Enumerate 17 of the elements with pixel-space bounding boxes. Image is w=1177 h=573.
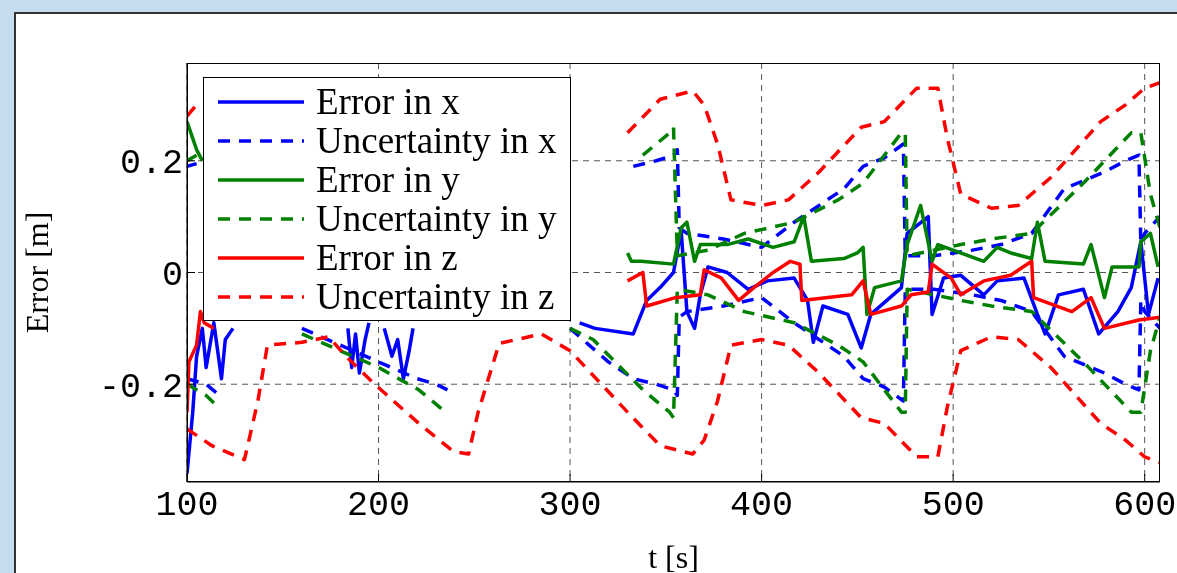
x-tick-label: 200 [347, 485, 411, 526]
x-axis-title: t [s] [648, 539, 699, 573]
legend-label: Error in x [316, 81, 460, 122]
x-tick-label: 300 [538, 485, 602, 526]
y-tick-label: -0.2 [98, 367, 183, 408]
x-tick-label: 100 [155, 485, 219, 526]
legend-label: Uncertainty in z [316, 276, 555, 317]
x-tick-label: 600 [1113, 485, 1177, 526]
x-tick-label: 400 [730, 485, 794, 526]
legend-label: Error in y [316, 159, 460, 200]
legend-label: Error in z [316, 237, 458, 278]
y-axis-title: Error [m] [19, 211, 56, 334]
x-tick-label: 500 [921, 485, 985, 526]
legend-label: Uncertainty in x [316, 120, 557, 161]
y-tick-label: 0.2 [119, 144, 183, 185]
y-tick-label: 0 [161, 255, 183, 296]
line-series [187, 332, 1160, 465]
